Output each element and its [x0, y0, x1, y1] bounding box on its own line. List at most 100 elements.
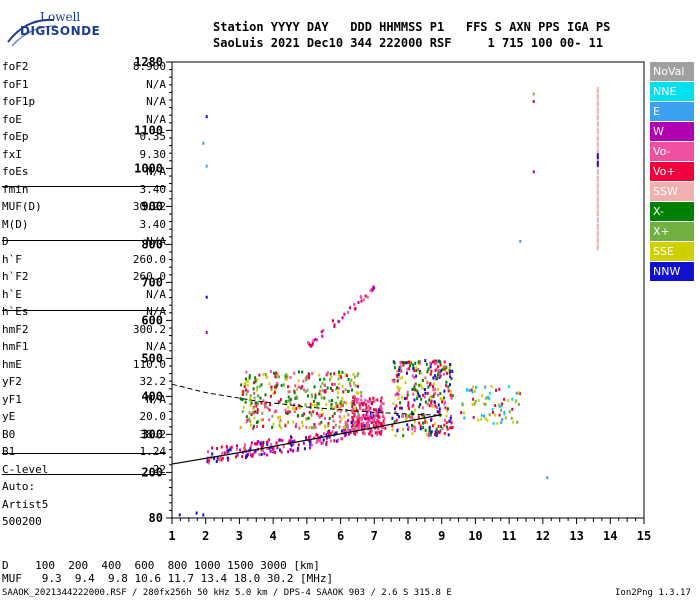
- echo-point: [443, 432, 446, 436]
- echo-point: [379, 432, 382, 436]
- param-name: B0: [2, 427, 16, 441]
- echo-point: [516, 420, 519, 424]
- echo-point: [344, 388, 347, 392]
- echo-point: [402, 434, 405, 438]
- echo-point: [436, 365, 439, 369]
- logo-digisonde: DIGISONDE: [20, 24, 101, 38]
- echo-point: [350, 425, 353, 429]
- echo-point: [248, 376, 251, 380]
- echo-point: [378, 415, 381, 419]
- echo-point: [289, 401, 292, 405]
- echo-point: [308, 425, 311, 429]
- echo-point: [293, 439, 296, 443]
- legend-entry: E: [650, 102, 694, 121]
- echo-point: [257, 402, 260, 406]
- y-tick-label: 700: [141, 275, 163, 289]
- echo-point: [227, 458, 230, 462]
- echo-point: [205, 295, 208, 299]
- echo-point: [491, 410, 494, 414]
- echo-point: [408, 414, 411, 418]
- echo-point: [367, 400, 370, 404]
- echo-point: [245, 388, 248, 392]
- echo-point: [337, 377, 340, 381]
- echo-point: [343, 312, 346, 316]
- param-name: foF2: [2, 60, 29, 73]
- echo-point: [428, 404, 431, 408]
- echo-point: [337, 438, 340, 442]
- echo-point: [340, 399, 343, 403]
- echo-point: [316, 433, 319, 437]
- echo-point: [346, 310, 349, 314]
- echo-point: [263, 452, 266, 456]
- echo-point: [415, 366, 418, 370]
- x-tick-label: 6: [337, 529, 344, 543]
- echo-point: [288, 410, 291, 414]
- echo-point: [251, 453, 254, 457]
- echo-point: [315, 411, 318, 415]
- echo-point: [396, 385, 399, 389]
- echo-point: [252, 424, 255, 428]
- echo-point: [406, 367, 409, 371]
- echo-point: [596, 87, 599, 94]
- echo-point: [480, 417, 483, 421]
- x-tick-label: 15: [637, 529, 651, 543]
- echo-point: [256, 388, 259, 392]
- legend-entry: NNE: [650, 82, 694, 101]
- echo-point: [331, 414, 334, 418]
- echo-point: [256, 408, 259, 412]
- echo-point: [503, 412, 506, 416]
- echo-point: [352, 400, 355, 404]
- param-value: N/A: [146, 235, 166, 248]
- y-tick-label: 900: [141, 199, 163, 213]
- echo-point: [394, 434, 397, 438]
- echo-point: [313, 404, 316, 408]
- echo-point: [323, 432, 326, 436]
- echo-point: [297, 446, 300, 450]
- param-value: N/A: [146, 305, 166, 318]
- echo-point: [381, 410, 384, 414]
- x-tick-label: 8: [404, 529, 411, 543]
- param-name: fmin: [2, 182, 29, 196]
- echo-point: [332, 419, 335, 423]
- echo-point: [274, 385, 277, 389]
- echo-point: [417, 392, 420, 396]
- echo-point: [410, 361, 413, 365]
- echo-point: [406, 390, 409, 394]
- echo-point: [596, 128, 599, 135]
- echo-point: [256, 425, 259, 429]
- echo-point: [255, 401, 258, 405]
- echo-point: [304, 403, 307, 407]
- echo-point: [422, 421, 425, 425]
- echo-point: [295, 407, 298, 411]
- param-row: h`F2 260.0: [2, 268, 166, 286]
- echo-point: [596, 230, 599, 237]
- echo-point: [266, 453, 269, 457]
- echo-point: [506, 399, 509, 403]
- echo-point: [205, 115, 208, 119]
- echo-point: [355, 391, 358, 395]
- echo-point: [369, 430, 372, 434]
- echo-point: [441, 398, 444, 402]
- echo-point: [411, 432, 414, 436]
- echo-point: [490, 385, 493, 389]
- echo-point: [359, 402, 362, 406]
- echo-point: [361, 429, 364, 433]
- echo-point: [278, 438, 281, 442]
- echo-point: [596, 189, 599, 196]
- echo-point: [282, 383, 285, 387]
- echo-point: [288, 390, 291, 394]
- echo-point: [492, 421, 495, 425]
- echo-point: [321, 388, 324, 392]
- echo-point: [250, 423, 253, 427]
- echo-point: [345, 425, 348, 429]
- echo-point: [298, 385, 301, 389]
- echo-point: [484, 417, 487, 421]
- echo-point: [253, 416, 256, 420]
- echo-point: [438, 375, 441, 379]
- echo-point: [313, 436, 316, 440]
- echo-point: [405, 361, 408, 365]
- echo-point: [357, 372, 360, 376]
- echo-point: [439, 429, 442, 433]
- echo-point: [328, 399, 331, 403]
- echo-point: [446, 371, 449, 375]
